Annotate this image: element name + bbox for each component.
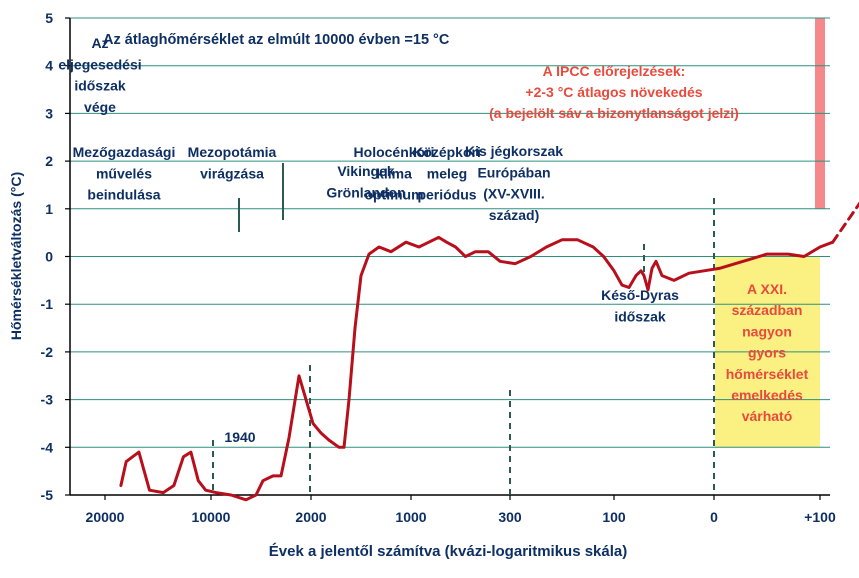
y-tick-label: -4 [41, 439, 54, 455]
annotation-mesopotamia-line: virágzása [200, 165, 264, 181]
y-tick-label: 3 [45, 105, 53, 121]
y-axis-title: Hőmérsékletváltozás (°C) [8, 172, 24, 340]
x-tick-label: 1000 [395, 509, 426, 525]
y-tick-label: 4 [45, 58, 53, 74]
y-tick-label: 5 [45, 10, 53, 26]
x-tick-label: 20000 [86, 509, 125, 525]
y-tick-label: -3 [41, 392, 54, 408]
x-tick-label: 100 [602, 509, 626, 525]
annotation-younger-dryas-line: időszak [614, 308, 666, 324]
y-tick-label: 0 [45, 249, 53, 265]
forecast-note-line: emelkedés [731, 387, 803, 403]
annotation-agriculture-line: beindulása [87, 187, 160, 203]
x-axis-title: Évek a jelentől számítva (kvázi-logaritm… [269, 543, 628, 560]
annotation-ice-age-end-line: időszak [74, 78, 126, 94]
annotation-younger-dryas-line: Késő-Dyras [601, 287, 679, 303]
forecast-line [831, 201, 859, 244]
forecast-note-line: gyors [748, 345, 786, 361]
x-tick-label: 300 [498, 509, 522, 525]
ipcc-note-line: A IPCC előrejelzések: [543, 63, 686, 79]
y-tick-label: -2 [41, 344, 54, 360]
annotation-medieval-warm-line: Középkori [413, 144, 481, 160]
x-tick-label: 10000 [192, 509, 231, 525]
x-tick-label: 2000 [295, 509, 326, 525]
annotation-medieval-warm-line: meleg [427, 165, 467, 181]
x-tick-label: +100 [804, 509, 836, 525]
forecast-note-line: várható [742, 408, 793, 424]
annotation-medieval-warm-line: periódus [417, 187, 476, 203]
annotation-ice-age-end-line: eljegesedési [58, 56, 141, 72]
forecast-note-line: A XXI. [747, 281, 787, 297]
annotation-little-ice-age-line: század) [489, 207, 540, 223]
x-tick-label: 0 [710, 509, 718, 525]
annotation-vikings-line: Grönlandon [326, 184, 405, 200]
ipcc-note-line: (a bejelölt sáv a bizonytlanságot jelzi) [489, 105, 739, 121]
annotation-ice-age-end-line: Az [91, 35, 108, 51]
ipcc-note-line: +2-3 °C átlagos növekedés [525, 84, 702, 100]
y-tick-label: 1 [45, 201, 53, 217]
chart-title: Az átlaghőmérséklet az elmúlt 10000 évbe… [103, 32, 450, 48]
y-tick-label: 2 [45, 153, 53, 169]
forecast-note-line: nagyon [742, 323, 792, 339]
annotation-holocene-optimum-line: optimum [364, 187, 423, 203]
annotation-holocene-optimum-line: Holocénkori [354, 144, 435, 160]
annotation-1940-line: 1940 [224, 429, 255, 445]
annotation-little-ice-age-line: Kis jégkorszak [465, 143, 563, 159]
annotation-mesopotamia-line: Mezopotámia [188, 144, 277, 160]
annotation-little-ice-age-line: (XV-XVIII. [483, 186, 544, 202]
temperature-line [119, 235, 835, 502]
y-tick-label: -5 [41, 487, 54, 503]
annotation-agriculture-line: művelés [96, 165, 152, 181]
y-tick-label: -1 [41, 296, 54, 312]
annotation-holocene-optimum-line: klíma [376, 165, 412, 181]
forecast-note-line: században [732, 302, 803, 318]
annotation-agriculture-line: Mezőgazdasági [73, 144, 176, 160]
annotation-little-ice-age-line: Európában [477, 164, 550, 180]
annotation-vikings-line: Vikingek [337, 163, 395, 179]
annotation-ice-age-end-line: vége [84, 99, 116, 115]
forecast-note-line: hőmérséklet [726, 366, 809, 382]
